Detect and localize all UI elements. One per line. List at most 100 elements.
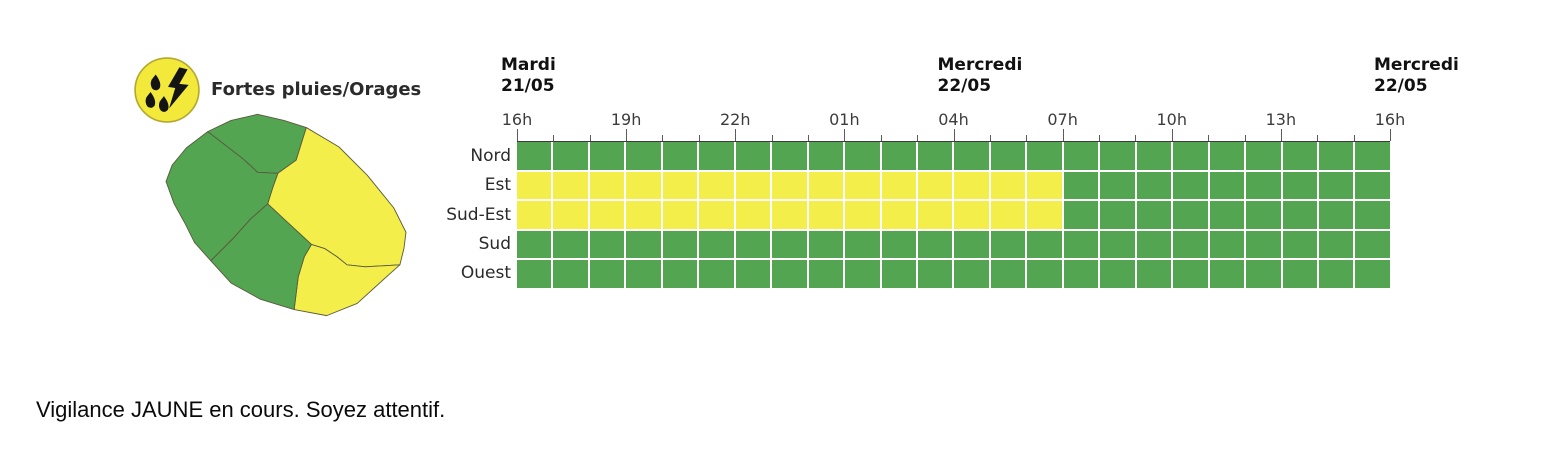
hour-cell-yellow [735,201,771,229]
hour-cell-yellow [881,171,916,200]
hour-cell-green [1282,171,1317,200]
grid-row-sud [517,230,1390,259]
hour-cell-green [1136,260,1172,288]
major-tick [1171,129,1173,141]
hour-cell-green [1318,260,1354,288]
hour-cell-green [1318,142,1354,170]
row-label-est: Est [484,175,511,196]
time-label: 16h [501,110,533,129]
hour-cell-green [589,142,625,170]
hour-cell-green [881,142,916,170]
hour-cell-green [1100,260,1135,288]
day-marker: Mercredi 22/05 [937,55,1023,97]
major-tick [1390,129,1391,141]
hour-cell-yellow [517,171,552,200]
hour-cell-yellow [917,201,953,229]
hour-cell-green [1246,171,1281,200]
hour-cell-yellow [553,201,588,229]
hour-cell-green [1282,260,1317,288]
hour-cell-green [772,142,807,170]
time-label: 04h [938,110,969,129]
hour-cell-green [881,230,916,259]
hour-cell-green [845,142,880,170]
major-tick [1280,129,1282,141]
time-label: 22h [720,110,751,129]
hour-cell-green [1318,171,1354,200]
time-label: 19h [610,110,642,129]
hour-cell-yellow [917,171,953,200]
minor-tick [662,135,664,141]
hour-cell-green [1136,230,1172,259]
hour-cell-yellow [553,171,588,200]
hour-cell-green [1173,142,1208,170]
hour-cell-green [735,260,771,288]
hour-cell-green [845,260,880,288]
major-tick [735,129,737,141]
grid-row-sud-est [517,201,1390,229]
raindrop-icon [158,96,169,112]
day-marker: Mercredi 22/05 [1374,55,1459,97]
raindrop-icon [145,92,156,108]
hour-cell-yellow [735,171,771,200]
reunion-vigilance-map [165,113,407,317]
hour-cell-green [917,230,953,259]
hour-cell-green [1063,260,1099,288]
hour-cell-green [990,142,1026,170]
hour-cell-green [1355,260,1390,288]
hour-cell-green [626,260,661,288]
hour-cell-yellow [954,201,989,229]
hour-cell-green [589,230,625,259]
row-label-ouest: Ouest [460,263,511,284]
hour-cell-green [1246,260,1281,288]
hour-cell-green [1100,142,1135,170]
minor-tick [698,135,700,141]
hour-cell-green [1063,142,1099,170]
hour-cell-yellow [626,171,661,200]
hour-cell-green [954,142,989,170]
hour-cell-green [1355,201,1390,229]
hour-cell-green [1173,171,1208,200]
hour-cell-green [517,260,552,288]
hour-cell-green [808,260,844,288]
major-tick [953,129,955,141]
hour-cell-green [735,142,771,170]
hour-cell-green [1318,201,1354,229]
hour-cell-yellow [589,171,625,200]
hour-cell-green [808,142,844,170]
hour-cell-green [517,230,552,259]
time-label: 16h [1374,110,1406,129]
hour-cell-green [553,260,588,288]
hour-cell-green [917,260,953,288]
minor-tick [553,135,555,141]
time-label: 01h [829,110,860,129]
minor-tick [589,135,591,141]
hour-cell-yellow [845,201,880,229]
hour-cell-yellow [699,171,734,200]
hour-cell-green [990,230,1026,259]
vigilance-grid [517,141,1390,288]
hour-cell-yellow [990,201,1026,229]
day-markers: Mardi 21/05 Mercredi 22/05 Mercredi 22/05 [501,55,1459,101]
major-tick [626,129,628,141]
hour-cell-green [1282,201,1317,229]
minor-tick [1026,135,1028,141]
minor-tick [989,135,991,141]
hour-cell-yellow [699,201,734,229]
hour-cell-green [954,230,989,259]
grid-row-ouest [517,260,1390,288]
hour-cell-green [1246,230,1281,259]
hour-cell-yellow [808,201,844,229]
hour-cell-yellow [517,201,552,229]
hour-cell-yellow [808,171,844,200]
hour-cell-green [1027,260,1062,288]
hour-cell-green [1063,201,1099,229]
rain-thunderstorm-icon [134,57,200,123]
row-label-sud-est: Sud-Est [446,204,511,225]
time-label: 13h [1265,110,1297,129]
hour-cell-green [917,142,953,170]
hour-cell-yellow [990,171,1026,200]
hour-cell-yellow [589,201,625,229]
minor-tick [1135,135,1137,141]
hour-cell-yellow [881,201,916,229]
hour-cell-green [1173,230,1208,259]
